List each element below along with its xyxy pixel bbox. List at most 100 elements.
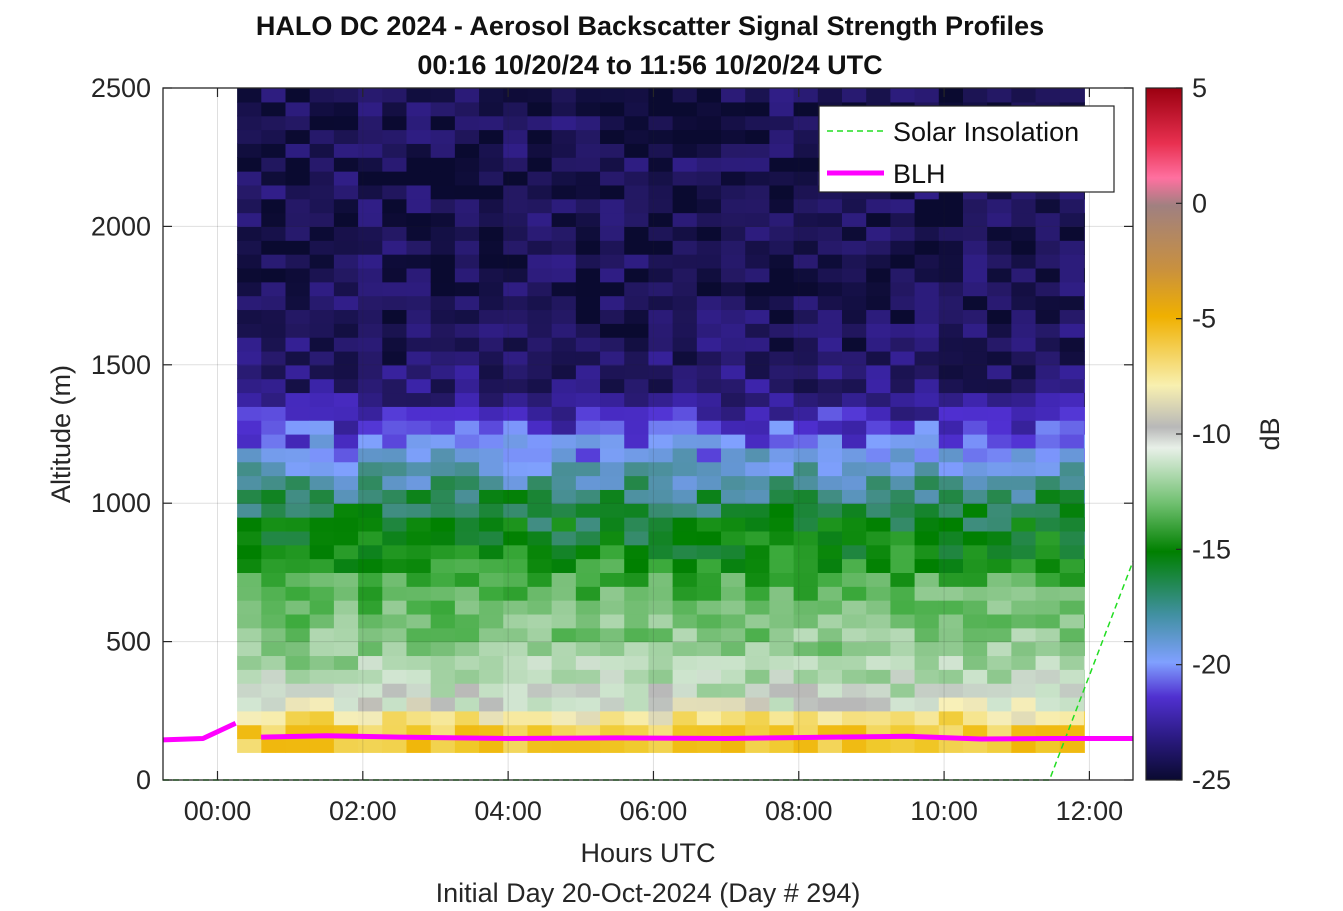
heatmap-cell xyxy=(551,420,577,435)
heatmap-cell xyxy=(648,586,674,601)
heatmap-cell xyxy=(648,198,674,214)
heatmap-cell xyxy=(938,530,964,546)
heatmap-cell xyxy=(769,530,795,546)
heatmap-cell xyxy=(454,461,480,477)
heatmap-cell xyxy=(479,517,504,532)
heatmap-cell xyxy=(527,710,553,726)
heatmap-cell xyxy=(261,503,287,518)
heatmap-cell xyxy=(237,696,262,712)
heatmap-cell xyxy=(793,461,819,477)
heatmap-cell xyxy=(600,240,625,255)
heatmap-cell xyxy=(285,240,311,255)
heatmap-cell xyxy=(624,184,650,200)
heatmap-cell xyxy=(745,558,771,573)
heatmap-cell xyxy=(1059,613,1085,629)
heatmap-cell xyxy=(309,378,335,394)
heatmap-cell xyxy=(987,447,1012,463)
heatmap-cell xyxy=(866,281,891,297)
heatmap-cell xyxy=(745,323,771,338)
heatmap-cell xyxy=(769,101,795,117)
heatmap-cell xyxy=(745,406,771,421)
heatmap-cell xyxy=(358,143,383,158)
heatmap-cell xyxy=(1083,295,1085,311)
heatmap-cell xyxy=(430,254,456,269)
heatmap-cell xyxy=(358,198,383,214)
heatmap-cell xyxy=(479,143,504,158)
heatmap-cell xyxy=(261,309,287,324)
heatmap-cell xyxy=(914,88,940,103)
heatmap-cell xyxy=(672,420,698,435)
heatmap-cell xyxy=(866,544,891,560)
heatmap-cell xyxy=(648,184,674,200)
colorbar-tick-label: -25 xyxy=(1192,765,1231,795)
heatmap-cell xyxy=(600,115,625,131)
heatmap-cell xyxy=(817,350,843,366)
heatmap-cell xyxy=(842,669,867,684)
heatmap-cell xyxy=(793,254,819,269)
heatmap-cell xyxy=(333,254,359,269)
heatmap-cell xyxy=(382,212,408,227)
heatmap-cell xyxy=(817,434,843,449)
heatmap-cell xyxy=(672,683,698,698)
heatmap-cell xyxy=(721,88,746,103)
heatmap-cell xyxy=(793,738,819,753)
y-tick-label: 500 xyxy=(106,627,151,657)
heatmap-cell xyxy=(624,461,650,477)
heatmap-cell xyxy=(575,586,601,601)
heatmap-cell xyxy=(648,613,674,629)
heatmap-cell xyxy=(285,572,311,587)
heatmap-cell xyxy=(575,101,601,117)
heatmap-cell xyxy=(624,710,650,726)
heatmap-cell xyxy=(962,309,988,324)
heatmap-cell xyxy=(866,212,891,227)
heatmap-cell xyxy=(866,558,891,573)
heatmap-cell xyxy=(600,295,625,311)
heatmap-cell xyxy=(527,447,553,463)
heatmap-cell xyxy=(696,364,722,380)
heatmap-cell xyxy=(600,669,625,684)
heatmap-cell xyxy=(624,115,650,131)
heatmap-cell xyxy=(358,171,383,186)
colorbar-tick-label: -5 xyxy=(1192,304,1216,334)
heatmap-cell xyxy=(406,503,432,518)
heatmap-cell xyxy=(261,364,287,380)
heatmap-cell xyxy=(987,378,1012,394)
heatmap-cell xyxy=(358,475,383,490)
heatmap-cell xyxy=(672,254,698,269)
heatmap-cell xyxy=(551,115,577,131)
heatmap-cell xyxy=(600,655,625,670)
heatmap-cell xyxy=(817,738,843,753)
heatmap-cell xyxy=(938,240,964,255)
heatmap-cell xyxy=(503,586,529,601)
heatmap-cell xyxy=(1083,517,1085,532)
heatmap-cell xyxy=(333,683,359,698)
heatmap-cell xyxy=(382,281,408,297)
heatmap-cell xyxy=(261,88,287,103)
heatmap-cell xyxy=(261,267,287,283)
heatmap-cell xyxy=(817,226,843,241)
heatmap-cell xyxy=(358,295,383,311)
heatmap-cell xyxy=(721,627,746,643)
heatmap-cell xyxy=(454,295,480,311)
heatmap-cell xyxy=(890,406,916,421)
heatmap-cell xyxy=(938,503,964,518)
heatmap-cell xyxy=(793,337,819,352)
heatmap-cell xyxy=(769,171,795,186)
heatmap-cell xyxy=(600,613,625,629)
heatmap-cell xyxy=(454,475,480,490)
heatmap-cell xyxy=(987,281,1012,297)
heatmap-cell xyxy=(938,558,964,573)
heatmap-cell xyxy=(842,267,867,283)
heatmap-cell xyxy=(842,198,867,214)
heatmap-cell xyxy=(382,101,408,117)
heatmap-cell xyxy=(551,240,577,255)
heatmap-cell xyxy=(261,627,287,643)
heatmap-cell xyxy=(1035,295,1061,311)
heatmap-cell xyxy=(745,198,771,214)
heatmap-cell xyxy=(769,669,795,684)
heatmap-cell xyxy=(866,392,891,407)
heatmap-cell xyxy=(962,586,988,601)
heatmap-cell xyxy=(866,88,891,103)
heatmap-cell xyxy=(527,198,553,214)
heatmap-cell xyxy=(575,641,601,657)
